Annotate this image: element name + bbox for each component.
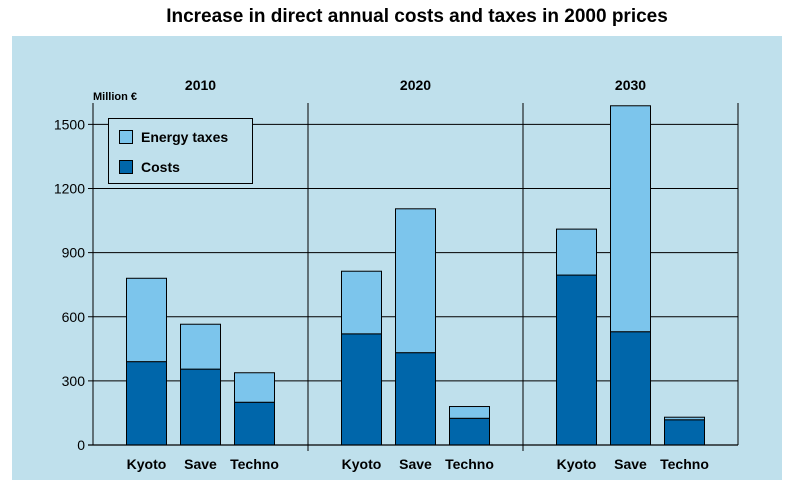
legend-label-energy-taxes: Energy taxes <box>141 129 229 145</box>
bar-2010-techno-costs <box>234 401 275 446</box>
legend-item-energy-taxes: Energy taxes <box>119 127 228 147</box>
category-label-2020-save: Save <box>399 456 432 472</box>
bar-2030-techno-costs <box>664 419 705 446</box>
bar-2010-save-energy-taxes <box>180 323 221 370</box>
tick-label-y-0: 0 <box>77 437 85 453</box>
category-label-2010-kyoto: Kyoto <box>127 456 167 472</box>
category-label-2010-save: Save <box>184 456 217 472</box>
category-label-2010-techno: Techno <box>230 456 279 472</box>
bar-2030-kyoto-costs <box>556 274 597 446</box>
bar-2020-techno-energy-taxes <box>449 406 490 419</box>
bar-2010-kyoto-energy-taxes <box>126 277 167 363</box>
group-label-2010: 2010 <box>185 77 216 93</box>
tick-label-y-1200: 1200 <box>54 181 85 197</box>
bar-2030-techno-energy-taxes <box>664 416 705 421</box>
tick-label-y-900: 900 <box>62 245 86 261</box>
category-label-2030-kyoto: Kyoto <box>557 456 597 472</box>
bar-2020-kyoto-energy-taxes <box>341 270 382 335</box>
tick-label-y-1500: 1500 <box>54 116 85 132</box>
bar-2020-kyoto-costs <box>341 333 382 446</box>
category-label-2020-techno: Techno <box>445 456 494 472</box>
bar-2030-save-energy-taxes <box>610 105 651 333</box>
bar-2010-techno-energy-taxes <box>234 372 275 403</box>
y-axis-unit-label: Million € <box>93 91 137 103</box>
category-label-2020-kyoto: Kyoto <box>342 456 382 472</box>
bar-2020-techno-costs <box>449 417 490 446</box>
bar-2020-save-energy-taxes <box>395 208 436 354</box>
bar-2010-save-costs <box>180 368 221 446</box>
legend-label-costs: Costs <box>141 159 180 175</box>
legend-swatch-energy-taxes <box>119 130 133 144</box>
tick-label-y-600: 600 <box>62 309 86 325</box>
bar-2030-kyoto-energy-taxes <box>556 228 597 276</box>
legend-swatch-costs <box>119 160 133 174</box>
bar-2010-kyoto-costs <box>126 361 167 446</box>
bar-2020-save-costs <box>395 352 436 446</box>
category-label-2030-save: Save <box>614 456 647 472</box>
legend: Energy taxes Costs <box>108 118 253 184</box>
bar-2030-save-costs <box>610 331 651 446</box>
category-label-2030-techno: Techno <box>660 456 709 472</box>
legend-item-costs: Costs <box>119 157 180 177</box>
group-label-2030: 2030 <box>615 77 646 93</box>
group-label-2020: 2020 <box>400 77 431 93</box>
tick-label-y-300: 300 <box>62 373 86 389</box>
chart-title: Increase in direct annual costs and taxe… <box>166 6 668 27</box>
